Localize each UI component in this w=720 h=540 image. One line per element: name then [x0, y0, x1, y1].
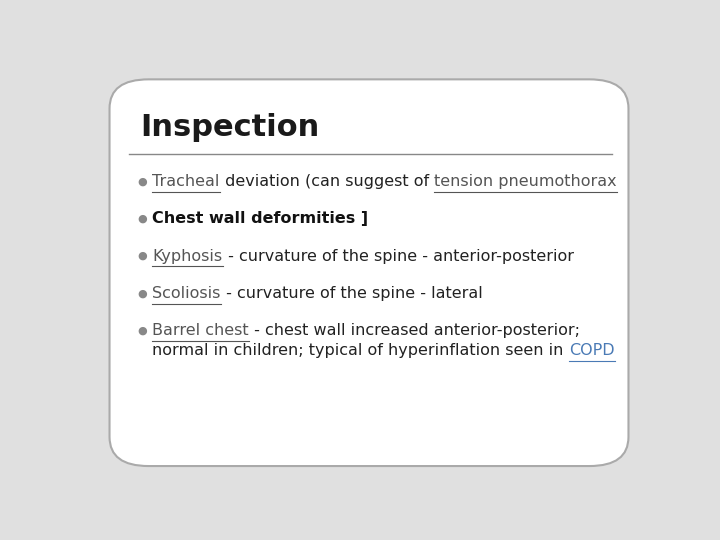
Text: ●: ● [137, 214, 147, 224]
FancyBboxPatch shape [109, 79, 629, 466]
Text: ●: ● [137, 326, 147, 336]
Text: Inspection: Inspection [140, 113, 320, 141]
Text: ●: ● [137, 176, 147, 186]
Text: Tracheal: Tracheal [153, 174, 220, 188]
Text: normal in children; typical of hyperinflation seen in: normal in children; typical of hyperinfl… [153, 343, 569, 359]
Text: Barrel chest: Barrel chest [153, 323, 249, 339]
Text: Kyphosis: Kyphosis [153, 248, 222, 264]
Text: - curvature of the spine - anterior-posterior: - curvature of the spine - anterior-post… [222, 248, 574, 264]
Text: Scoliosis: Scoliosis [153, 286, 221, 301]
Text: COPD: COPD [569, 343, 615, 359]
Text: - chest wall increased anterior-posterior;: - chest wall increased anterior-posterio… [249, 323, 580, 339]
Text: Chest wall deformities ]: Chest wall deformities ] [153, 211, 369, 226]
Text: deviation (can suggest of: deviation (can suggest of [220, 174, 434, 188]
Text: - curvature of the spine - lateral: - curvature of the spine - lateral [221, 286, 482, 301]
Text: ●: ● [137, 288, 147, 299]
Text: ●: ● [137, 251, 147, 261]
Text: tension pneumothorax: tension pneumothorax [434, 174, 617, 188]
